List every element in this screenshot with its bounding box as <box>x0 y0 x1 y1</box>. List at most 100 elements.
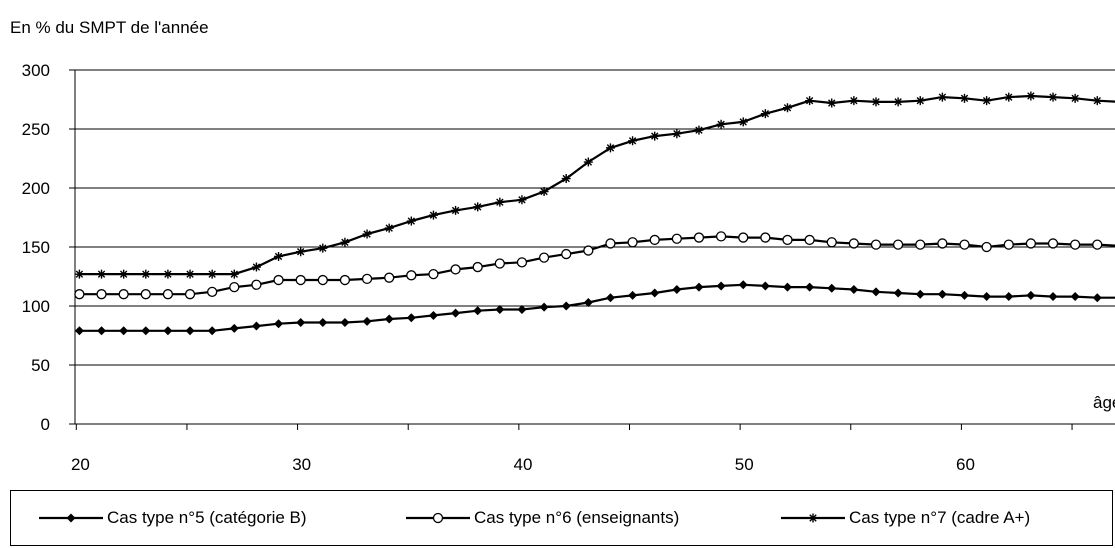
data-point-series-6-age-44 <box>605 238 616 249</box>
data-point-series-5-age-57 <box>893 288 903 298</box>
data-point-series-7-age-51 <box>760 109 770 119</box>
y-tick-label-0: 0 <box>41 415 50 434</box>
y-tick-label-50: 50 <box>31 356 50 375</box>
data-point-series-7-age-47 <box>672 129 682 139</box>
data-point-series-5-age-53 <box>805 282 815 292</box>
data-point-series-7-age-52 <box>782 103 792 113</box>
data-point-series-6-age-30 <box>295 274 306 286</box>
data-point-series-5-age-34 <box>384 314 394 324</box>
data-point-series-7-age-41 <box>539 187 549 197</box>
data-point-series-6-age-56 <box>870 239 882 250</box>
data-point-series-7-age-34 <box>384 223 394 233</box>
data-point-series-5-age-52 <box>782 282 792 292</box>
data-point-series-6-age-49 <box>715 231 727 242</box>
data-point-series-7-age-20 <box>74 269 84 279</box>
data-point-series-7-age-53 <box>805 96 815 106</box>
x-tick-label-20: 20 <box>71 455 90 474</box>
data-point-series-6-age-52 <box>782 234 793 246</box>
x-tick-label-50: 50 <box>735 455 754 474</box>
data-point-series-6-age-28 <box>251 279 262 290</box>
data-point-series-5-age-30 <box>296 318 306 328</box>
data-point-series-7-age-59 <box>937 92 947 102</box>
legend: Cas type n°5 (catégorie B) Cas type n°6 … <box>10 490 1113 546</box>
data-point-series-5-age-36 <box>428 310 438 320</box>
data-point-series-7-age-37 <box>451 205 461 215</box>
data-point-series-7-age-60 <box>960 93 970 103</box>
data-point-series-6-age-54 <box>826 237 837 248</box>
data-point-series-6-age-51 <box>760 232 771 243</box>
data-point-series-6-age-57 <box>892 239 904 250</box>
data-point-series-5-age-22 <box>119 326 129 336</box>
data-point-series-6-age-35 <box>406 270 417 281</box>
data-point-series-6-age-21 <box>96 289 107 300</box>
data-point-series-6-age-53 <box>804 234 815 246</box>
data-point-series-6-age-46 <box>649 234 660 246</box>
data-point-series-5-age-21 <box>97 326 107 336</box>
axes <box>69 69 1115 430</box>
data-point-series-7-age-27 <box>229 269 239 279</box>
data-point-series-6-age-22 <box>118 289 129 300</box>
x-axis-title: âge <box>1093 393 1115 412</box>
data-point-series-7-age-64 <box>1048 92 1058 102</box>
series-7 <box>74 91 1115 279</box>
data-point-series-6-age-25 <box>184 289 196 300</box>
gridlines <box>75 69 1115 366</box>
data-point-series-6-age-59 <box>937 238 948 249</box>
data-point-series-5-age-28 <box>251 321 261 331</box>
legend-swatch-circle <box>406 512 470 524</box>
data-point-series-5-age-56 <box>871 287 881 297</box>
data-point-series-6-age-37 <box>450 264 461 275</box>
data-point-series-7-age-33 <box>362 229 372 239</box>
legend-item-series-6: Cas type n°6 (enseignants) <box>406 507 679 529</box>
data-point-series-7-age-26 <box>207 269 217 279</box>
data-point-series-5-age-32 <box>340 318 350 328</box>
data-point-series-5-age-65 <box>1070 292 1080 302</box>
legend-label-series-5: Cas type n°5 (catégorie B) <box>107 508 307 527</box>
data-point-series-7-age-21 <box>97 269 107 279</box>
data-point-series-7-age-35 <box>406 216 416 226</box>
data-point-series-6-age-65 <box>1069 239 1081 250</box>
data-point-series-7-age-36 <box>428 210 438 220</box>
data-point-series-6-age-55 <box>848 238 860 249</box>
legend-label-series-7: Cas type n°7 (cadre A+) <box>849 508 1031 527</box>
data-point-series-5-age-59 <box>937 289 947 299</box>
y-axis-title: En % du SMPT de l'année <box>10 18 209 37</box>
data-point-series-6-age-42 <box>561 248 572 260</box>
data-point-series-7-age-45 <box>628 136 638 146</box>
y-tick-labels: 0 50 100 150 200 250 300 <box>22 61 50 434</box>
data-point-series-5-age-20 <box>74 326 84 336</box>
y-tick-label-250: 250 <box>22 120 50 139</box>
data-point-series-7-age-58 <box>915 96 925 106</box>
data-point-series-5-age-33 <box>362 316 372 326</box>
data-point-series-5-age-66 <box>1092 293 1102 303</box>
data-point-series-5-age-61 <box>982 292 992 302</box>
data-point-series-7-age-43 <box>583 157 593 167</box>
data-point-series-7-age-63 <box>1026 91 1036 101</box>
data-point-series-7-age-48 <box>694 125 704 135</box>
data-point-series-6-age-41 <box>538 252 550 263</box>
data-point-series-7-age-57 <box>893 97 903 107</box>
data-point-series-7-age-25 <box>185 269 195 279</box>
data-point-series-5-age-55 <box>849 284 859 294</box>
x-tick-label-30: 30 <box>292 455 311 474</box>
data-point-series-5-age-60 <box>960 290 970 300</box>
data-point-series-5-age-40 <box>517 305 527 315</box>
data-point-series-7-age-44 <box>605 143 615 153</box>
data-point-series-5-age-26 <box>207 326 217 336</box>
data-point-series-5-age-45 <box>628 290 638 300</box>
data-point-series-7-age-32 <box>340 237 350 247</box>
data-point-series-6-age-34 <box>384 272 395 283</box>
data-point-series-7-age-62 <box>1004 92 1014 102</box>
data-point-series-7-age-65 <box>1070 93 1080 103</box>
legend-item-series-5: Cas type n°5 (catégorie B) <box>39 507 307 529</box>
legend-swatch-diamond <box>39 513 103 523</box>
data-point-series-6-age-47 <box>671 233 682 244</box>
data-point-series-7-age-22 <box>119 269 129 279</box>
data-point-series-6-age-45 <box>627 237 638 248</box>
data-point-series-5-age-25 <box>185 326 195 336</box>
data-point-series-6-age-48 <box>693 232 705 243</box>
data-point-series-6-age-43 <box>583 245 594 256</box>
data-point-series-6-age-64 <box>1047 238 1059 249</box>
data-point-series-7-age-66 <box>1092 96 1102 106</box>
data-point-series-7-age-61 <box>982 96 992 106</box>
